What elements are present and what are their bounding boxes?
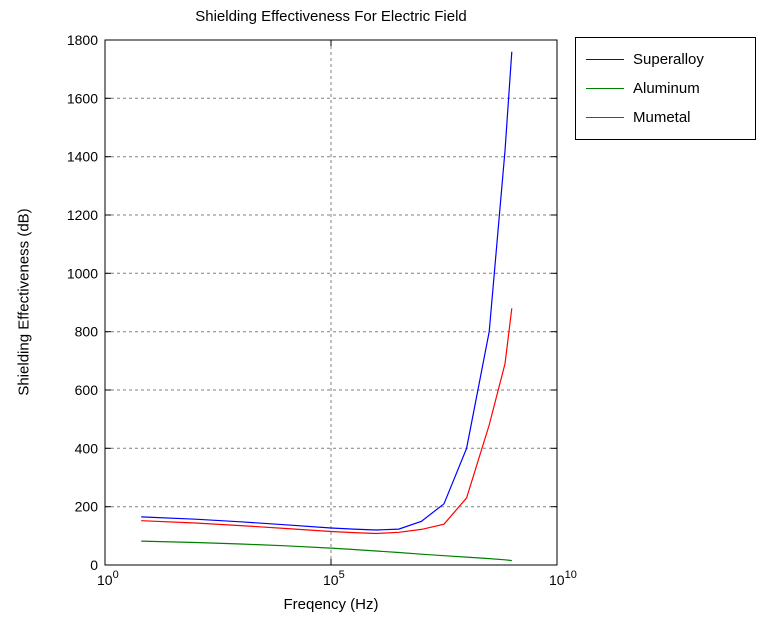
x-tick-label: 105 xyxy=(323,569,345,588)
series-line-aluminum xyxy=(141,540,512,562)
y-tick-label: 600 xyxy=(75,382,99,398)
y-tick-label: 1400 xyxy=(67,149,98,165)
x-axis-label: Freqency (Hz) xyxy=(283,596,379,613)
x-tick-label: 1010 xyxy=(549,569,577,588)
y-tick-label: 1000 xyxy=(67,265,98,281)
y-tick-label: 1200 xyxy=(67,207,98,223)
legend-line-swatch xyxy=(586,88,624,89)
series-line-superalloy xyxy=(141,51,513,531)
y-tick-label: 0 xyxy=(90,557,98,573)
legend-line-swatch xyxy=(586,59,624,60)
y-tick-label: 200 xyxy=(75,499,99,515)
y-tick-label: 1600 xyxy=(67,90,98,106)
y-tick-label: 800 xyxy=(75,324,99,340)
legend-label: Superalloy xyxy=(633,51,704,68)
legend-item-mumetal: Mumetal xyxy=(576,103,755,132)
legend-item-superalloy: Superalloy xyxy=(576,45,755,74)
legend-label: Aluminum xyxy=(633,80,700,97)
legend-line-swatch xyxy=(586,117,624,118)
legend-item-aluminum: Aluminum xyxy=(576,74,755,103)
series-line-mumetal xyxy=(141,308,513,535)
y-tick-label: 1800 xyxy=(67,32,98,48)
legend: Superalloy Aluminum Mumetal xyxy=(575,37,756,140)
chart-title: Shielding Effectiveness For Electric Fie… xyxy=(195,8,467,25)
x-tick-label: 100 xyxy=(97,569,119,588)
legend-label: Mumetal xyxy=(633,109,691,126)
y-axis-label: Shielding Effectiveness (dB) xyxy=(15,208,33,396)
y-tick-label: 400 xyxy=(75,440,99,456)
